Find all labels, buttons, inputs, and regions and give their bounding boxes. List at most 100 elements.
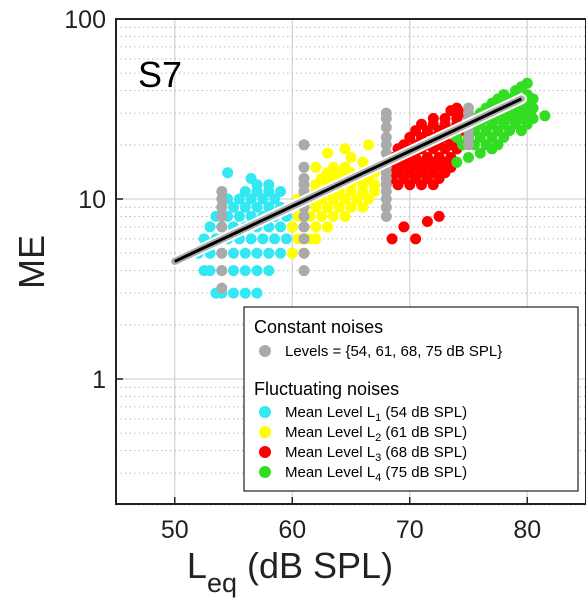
data-point xyxy=(216,221,228,233)
data-point xyxy=(357,201,369,213)
data-point xyxy=(351,193,363,205)
data-point xyxy=(327,161,339,173)
panel-label: S7 xyxy=(138,54,182,95)
data-point xyxy=(298,139,310,151)
data-point xyxy=(492,139,504,151)
data-point xyxy=(286,221,298,233)
data-point xyxy=(298,210,310,222)
data-point xyxy=(386,233,398,245)
x-axis-label-main: L xyxy=(187,545,207,586)
legend: Constant noises Levels = {54, 61, 68, 75… xyxy=(243,306,579,492)
data-point xyxy=(433,210,445,222)
data-point xyxy=(275,186,286,197)
data-point xyxy=(357,156,369,168)
data-point xyxy=(416,118,427,130)
data-point xyxy=(327,210,339,222)
legend-marker xyxy=(259,406,271,418)
data-point xyxy=(216,210,228,222)
data-point xyxy=(310,161,322,173)
data-point xyxy=(463,152,474,163)
data-point xyxy=(263,201,275,213)
data-point xyxy=(380,201,392,213)
data-point xyxy=(339,143,351,155)
data-point xyxy=(398,221,410,233)
data-point xyxy=(239,186,251,197)
data-point xyxy=(439,113,451,124)
data-point xyxy=(251,247,263,259)
data-point xyxy=(280,233,292,245)
data-point xyxy=(222,167,234,179)
data-point xyxy=(257,193,269,205)
data-point xyxy=(322,221,333,233)
data-point xyxy=(228,287,239,299)
fit-line xyxy=(169,93,527,267)
data-point xyxy=(257,233,269,245)
data-point xyxy=(263,179,275,191)
y-tick-label: 1 xyxy=(92,366,106,394)
data-point xyxy=(263,265,275,277)
data-point xyxy=(322,147,333,159)
plot-frame xyxy=(115,18,586,505)
data-point xyxy=(228,247,239,259)
data-point xyxy=(322,201,333,213)
legend-entry: Mean Level L2 (61 dB SPL) xyxy=(285,424,467,444)
x-tick-label: 50 xyxy=(161,516,189,544)
legend-marker xyxy=(259,466,271,478)
x-tick-label: 80 xyxy=(513,516,541,544)
data-point xyxy=(410,233,422,245)
data-point xyxy=(521,77,533,89)
data-point xyxy=(380,210,392,222)
data-point xyxy=(216,265,228,277)
data-point xyxy=(298,161,310,173)
data-point xyxy=(298,265,310,277)
data-point xyxy=(245,193,257,205)
data-point xyxy=(245,233,257,245)
data-point xyxy=(310,221,322,233)
data-point xyxy=(216,247,228,259)
data-point xyxy=(345,201,357,213)
data-point xyxy=(310,233,322,245)
data-point xyxy=(539,110,551,122)
data-point xyxy=(228,265,239,277)
data-point xyxy=(245,173,257,184)
data-point xyxy=(363,139,375,151)
data-point xyxy=(310,201,322,213)
data-point xyxy=(451,102,463,114)
data-point xyxy=(233,193,245,205)
data-point xyxy=(204,265,216,277)
data-point xyxy=(216,282,228,294)
data-point xyxy=(427,113,439,124)
data-point xyxy=(339,210,351,222)
data-point xyxy=(239,247,251,259)
data-point xyxy=(363,193,375,205)
legend-marker xyxy=(259,446,271,458)
y-axis-label: ME xyxy=(11,235,52,289)
x-axis-label-rest: (dB SPL) xyxy=(237,545,393,586)
data-point xyxy=(275,247,286,259)
data-point xyxy=(239,201,251,213)
data-point xyxy=(269,193,281,205)
data-point xyxy=(269,233,281,245)
data-point xyxy=(216,186,228,197)
data-point xyxy=(380,107,392,119)
data-point xyxy=(251,265,263,277)
legend-constant-title: Constant noises xyxy=(254,317,383,337)
data-point xyxy=(251,287,263,299)
x-axis-label-sub: eq xyxy=(207,568,237,598)
fit-line-main xyxy=(174,97,523,263)
data-point xyxy=(228,201,239,213)
x-axis-label: Leq (dB SPL) xyxy=(187,545,393,598)
y-tick-label: 100 xyxy=(64,6,106,34)
data-point xyxy=(216,201,228,213)
x-tick-label: 70 xyxy=(396,516,424,544)
legend-constant-entry: Levels = {54, 61, 68, 75 dB SPL} xyxy=(285,343,502,360)
data-point xyxy=(333,201,345,213)
data-point xyxy=(298,221,310,233)
data-point xyxy=(451,156,463,168)
data-point xyxy=(298,233,310,245)
data-point xyxy=(463,102,474,114)
data-point xyxy=(239,265,251,277)
data-point xyxy=(239,287,251,299)
data-point xyxy=(286,247,298,259)
